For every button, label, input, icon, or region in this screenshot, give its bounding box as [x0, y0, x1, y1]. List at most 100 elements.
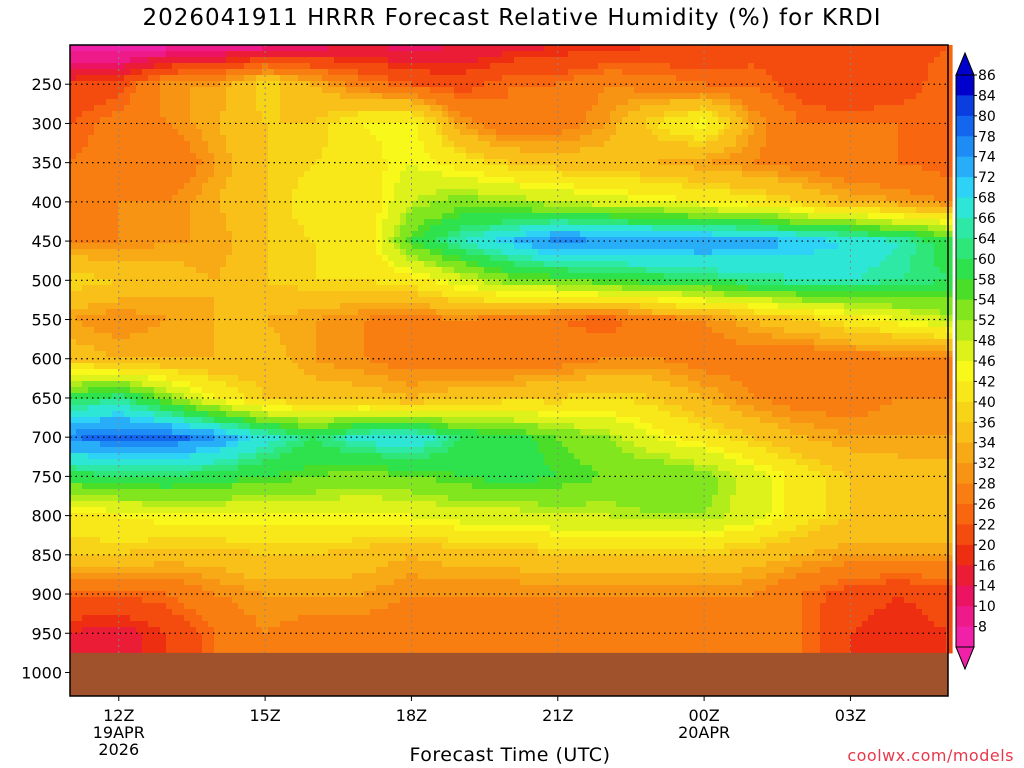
heatmap-cell — [334, 213, 341, 220]
heatmap-cell — [70, 231, 77, 238]
heatmap-cell — [658, 81, 665, 88]
heatmap-cell — [934, 87, 941, 94]
heatmap-cell — [796, 219, 803, 226]
heatmap-cell — [184, 219, 191, 226]
heatmap-cell — [484, 219, 491, 226]
heatmap-cell — [514, 129, 521, 136]
heatmap-cell — [442, 45, 449, 52]
heatmap-cell — [820, 81, 827, 88]
heatmap-cell — [790, 45, 797, 52]
heatmap-cell — [916, 225, 923, 232]
heatmap-cell — [628, 243, 635, 250]
heatmap-cell — [322, 183, 329, 190]
heatmap-cell — [220, 219, 227, 226]
heatmap-cell — [334, 111, 341, 118]
heatmap-cell — [688, 69, 695, 76]
heatmap-cell — [712, 135, 719, 142]
heatmap-cell — [676, 117, 683, 124]
heatmap-cell — [154, 231, 161, 238]
heatmap-cell — [394, 171, 401, 178]
heatmap-cell — [640, 243, 647, 250]
heatmap-cell — [700, 177, 707, 184]
heatmap-cell — [550, 219, 557, 226]
heatmap-cell — [154, 147, 161, 154]
heatmap-cell — [574, 213, 581, 220]
heatmap-cell — [394, 231, 401, 238]
heatmap-cell — [754, 105, 761, 112]
heatmap-cell — [886, 195, 893, 202]
heatmap-cell — [358, 177, 365, 184]
heatmap-cell — [292, 51, 299, 58]
heatmap-cell — [784, 231, 791, 238]
heatmap-cell — [388, 75, 395, 82]
heatmap-cell — [394, 189, 401, 196]
heatmap-cell — [742, 129, 749, 136]
heatmap-cell — [232, 57, 239, 64]
heatmap-cell — [718, 99, 725, 106]
heatmap-cell — [928, 183, 935, 190]
heatmap-cell — [616, 75, 623, 82]
heatmap-cell — [640, 189, 647, 196]
heatmap-cell — [802, 159, 809, 166]
heatmap-cell — [874, 243, 881, 250]
heatmap-cell — [910, 129, 917, 136]
heatmap-cell — [610, 153, 617, 160]
heatmap-cell — [448, 69, 455, 76]
heatmap-cell — [232, 189, 239, 196]
heatmap-cell — [352, 147, 359, 154]
heatmap-cell — [502, 135, 509, 142]
heatmap-cell — [742, 69, 749, 76]
heatmap-cell — [910, 213, 917, 220]
heatmap-cell — [886, 93, 893, 100]
heatmap-cell — [436, 93, 443, 100]
heatmap-cell — [838, 129, 845, 136]
heatmap-cell — [694, 237, 701, 244]
heatmap-cell — [220, 153, 227, 160]
heatmap-cell — [250, 57, 257, 64]
heatmap-cell — [370, 243, 377, 250]
heatmap-cell — [580, 123, 587, 130]
heatmap-cell — [292, 123, 299, 130]
heatmap-cell — [898, 153, 905, 160]
heatmap-cell — [70, 207, 77, 214]
heatmap-cell — [310, 87, 317, 94]
heatmap-cell — [508, 219, 515, 226]
heatmap-cell — [574, 141, 581, 148]
heatmap-cell — [736, 51, 743, 58]
heatmap-cell — [766, 105, 773, 112]
heatmap-cell — [346, 129, 353, 136]
heatmap-cell — [610, 147, 617, 154]
heatmap-cell — [286, 87, 293, 94]
heatmap-cell — [310, 207, 317, 214]
heatmap-cell — [106, 63, 113, 70]
heatmap-cell — [484, 177, 491, 184]
heatmap-cell — [916, 81, 923, 88]
heatmap-cell — [598, 159, 605, 166]
heatmap-cell — [382, 177, 389, 184]
heatmap-cell — [94, 129, 101, 136]
heatmap-cell — [364, 165, 371, 172]
heatmap-cell — [916, 219, 923, 226]
heatmap-cell — [436, 57, 443, 64]
heatmap-cell — [574, 105, 581, 112]
heatmap-cell — [76, 45, 83, 52]
heatmap-cell — [538, 153, 545, 160]
heatmap-cell — [460, 153, 467, 160]
heatmap-cell — [496, 111, 503, 118]
heatmap-cell — [568, 213, 575, 220]
heatmap-cell — [136, 165, 143, 172]
heatmap-cell — [136, 231, 143, 238]
heatmap-cell — [436, 183, 443, 190]
heatmap-cell — [280, 87, 287, 94]
heatmap-cell — [922, 237, 929, 244]
heatmap-cell — [142, 153, 149, 160]
heatmap-cell — [196, 93, 203, 100]
heatmap-cell — [730, 129, 737, 136]
heatmap-cell — [646, 147, 653, 154]
heatmap-cell — [112, 69, 119, 76]
heatmap-cell — [748, 183, 755, 190]
heatmap-cell — [820, 123, 827, 130]
heatmap-cell — [790, 129, 797, 136]
heatmap-cell — [178, 231, 185, 238]
heatmap-cell — [496, 69, 503, 76]
